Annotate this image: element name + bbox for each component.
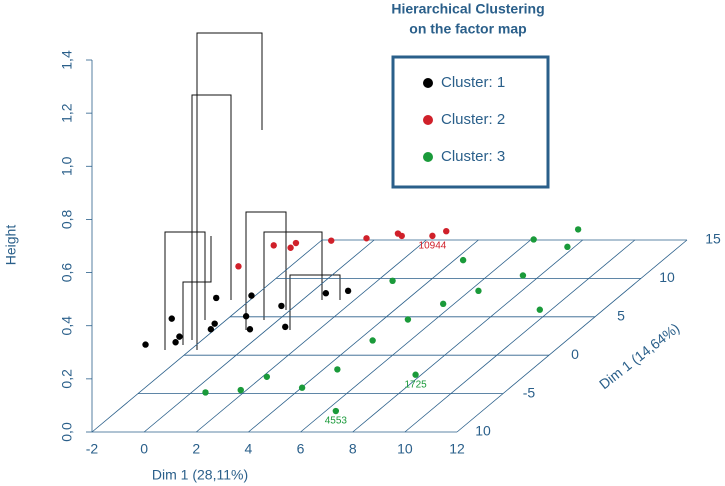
z-tick-label: 0,4: [59, 316, 75, 336]
z-tick-label: 1,4: [59, 50, 75, 70]
data-point: [332, 407, 340, 415]
data-point: [263, 373, 271, 380]
data-point: [278, 302, 285, 310]
chart-subtitle: on the factor map: [409, 21, 526, 37]
y-tick-label: 5: [617, 308, 625, 324]
x-tick-label: 4: [245, 441, 253, 457]
data-point: [363, 235, 370, 242]
data-point: [389, 277, 396, 284]
data-point: [168, 315, 175, 322]
dendrogram: [164, 32, 341, 350]
legend-marker: [423, 152, 433, 162]
data-point: [519, 272, 527, 279]
data-point: [564, 243, 571, 251]
y-tick-label: 10: [475, 423, 491, 439]
data-point: [475, 287, 482, 295]
grid-line: [404, 239, 636, 433]
data-point: [282, 323, 289, 331]
data-point: [443, 227, 450, 235]
legend-label: Cluster: 2: [441, 111, 505, 128]
y-tick-label: 0: [571, 346, 579, 362]
y-axis-label: Dim 1 (14,64%): [596, 320, 682, 392]
data-point: [298, 384, 306, 391]
data-point: [530, 236, 537, 243]
z-tick-label: 1,0: [59, 156, 75, 176]
x-tick-label: 6: [297, 441, 305, 457]
data-point: [536, 306, 543, 313]
data-point: [235, 263, 242, 270]
x-tick-label: -2: [86, 441, 99, 457]
data-point: [369, 337, 376, 344]
data-point: [429, 232, 436, 240]
data-point: [412, 371, 419, 378]
data-point: [459, 256, 467, 264]
legend-label: Cluster: 1: [441, 74, 505, 91]
x-tick-label: 12: [449, 441, 465, 457]
grid-line: [143, 239, 375, 433]
z-tick-label: 0,6: [59, 263, 75, 283]
data-point: [574, 226, 582, 233]
z-tick-label: 0,8: [59, 209, 75, 229]
chart-title: Hierarchical Clustering: [391, 1, 544, 17]
data-point: [248, 292, 255, 299]
legend-box: [391, 55, 550, 189]
data-point: [172, 339, 179, 346]
z-axis-label: Height: [3, 225, 19, 266]
y-tick-label: 10: [659, 269, 675, 285]
legend-marker: [423, 78, 433, 88]
data-point: [246, 326, 254, 333]
grid-line: [248, 239, 479, 433]
grid-line: [456, 239, 688, 433]
data-point: [334, 366, 341, 373]
grid-line: [300, 239, 531, 433]
z-tick-label: 0,0: [59, 422, 75, 442]
y-tick-label: -5: [523, 384, 536, 400]
grid-line: [91, 239, 323, 433]
data-point: [394, 230, 402, 237]
data-point: [237, 386, 244, 394]
z-tick-label: 0,2: [59, 369, 75, 389]
data-point: [292, 239, 300, 247]
data-point: [176, 333, 183, 340]
data-point: [328, 237, 335, 244]
x-tick-label: 0: [140, 441, 148, 457]
x-axis-label: Dim 1 (28,11%): [152, 467, 248, 483]
x-tick-label: 8: [349, 441, 357, 457]
point-label: 1725: [404, 379, 427, 390]
grid-line: [196, 239, 427, 433]
data-point: [287, 244, 294, 251]
x-tick-label: 10: [397, 441, 413, 457]
data-point: [322, 290, 330, 297]
grid-line: [352, 239, 583, 433]
y-tick-label: 15: [705, 231, 721, 247]
data-point: [404, 316, 412, 323]
data-point: [202, 389, 209, 396]
data-point: [207, 326, 215, 333]
z-tick-label: 1,2: [59, 103, 75, 123]
data-point: [213, 294, 220, 302]
legend-marker: [423, 115, 433, 125]
data-point: [242, 313, 250, 320]
data-point: [142, 341, 149, 348]
x-tick-label: 2: [192, 441, 200, 457]
data-point: [211, 320, 218, 327]
point-label: 4553: [325, 416, 348, 427]
data-point: [344, 287, 352, 295]
point-label: 10944: [419, 241, 447, 252]
legend-label: Cluster: 3: [441, 148, 505, 165]
data-point: [270, 242, 277, 249]
data-point: [439, 300, 447, 308]
